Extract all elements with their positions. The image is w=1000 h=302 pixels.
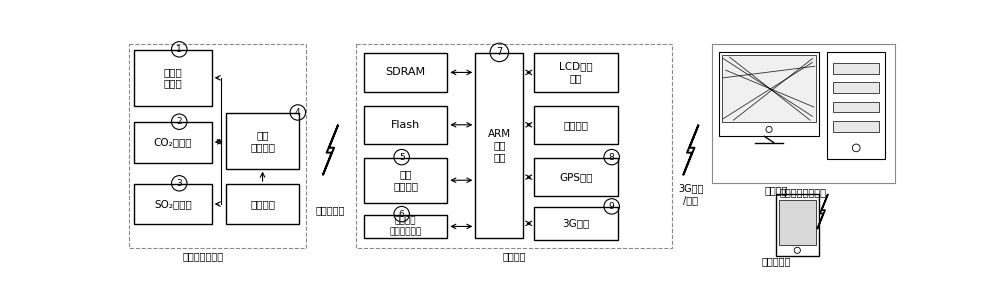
Bar	[776, 194, 819, 256]
Text: CO₂传感器: CO₂传感器	[154, 137, 192, 147]
Bar	[833, 63, 879, 74]
Bar	[475, 53, 523, 238]
Text: 电源模块: 电源模块	[564, 120, 589, 130]
Bar	[534, 158, 618, 196]
Text: 无线
通信模块: 无线 通信模块	[250, 130, 275, 152]
Bar	[719, 52, 819, 136]
Bar	[226, 113, 299, 169]
Text: 6: 6	[399, 210, 405, 219]
Text: 电源模块: 电源模块	[250, 199, 275, 209]
Bar	[833, 121, 879, 132]
Text: 无线
通信模块: 无线 通信模块	[393, 169, 418, 191]
Bar	[134, 184, 212, 224]
Text: SDRAM: SDRAM	[385, 67, 426, 77]
Bar	[364, 215, 447, 238]
Bar	[364, 158, 447, 203]
Bar	[827, 52, 885, 159]
Text: 1: 1	[176, 45, 182, 54]
Text: 温湿度
传感器: 温湿度 传感器	[164, 67, 182, 88]
Text: 2: 2	[176, 117, 182, 126]
Text: 无线传感网: 无线传感网	[316, 205, 345, 215]
Bar	[129, 44, 306, 248]
Bar	[534, 105, 618, 144]
Text: 二维条码
图像采集模块: 二维条码 图像采集模块	[389, 217, 422, 236]
Text: 7: 7	[496, 47, 502, 57]
Text: 谷物信息追溃平台: 谷物信息追溃平台	[780, 187, 827, 197]
Text: 移动网络: 移动网络	[764, 185, 788, 195]
Bar	[534, 53, 618, 92]
Text: 3G网络
/光纤: 3G网络 /光纤	[678, 183, 703, 205]
Bar	[722, 55, 816, 123]
Bar	[364, 105, 447, 144]
Text: 3G模块: 3G模块	[562, 218, 590, 228]
Text: SO₂传感器: SO₂传感器	[154, 199, 192, 209]
Text: 无线传感器节点: 无线传感器节点	[183, 251, 224, 261]
Bar	[712, 44, 895, 182]
Text: LCD显示
模块: LCD显示 模块	[559, 62, 593, 83]
Bar	[833, 102, 879, 112]
Text: 5: 5	[399, 153, 405, 162]
Bar	[833, 82, 879, 93]
Bar	[356, 44, 672, 248]
Text: ARM
微控
制器: ARM 微控 制器	[488, 129, 511, 162]
Text: 移动终端: 移动终端	[502, 251, 526, 261]
Text: Flash: Flash	[391, 120, 420, 130]
Text: GPS模块: GPS模块	[559, 172, 593, 182]
Text: 9: 9	[609, 202, 615, 211]
Text: 8: 8	[609, 153, 615, 162]
Text: 3: 3	[176, 179, 182, 188]
Bar	[779, 200, 816, 245]
Bar	[134, 123, 212, 162]
Text: 手机客户端: 手机客户端	[761, 256, 791, 266]
Text: 4: 4	[295, 108, 301, 117]
Bar	[364, 53, 447, 92]
Bar	[226, 184, 299, 224]
Bar	[534, 207, 618, 239]
Bar	[134, 50, 212, 105]
